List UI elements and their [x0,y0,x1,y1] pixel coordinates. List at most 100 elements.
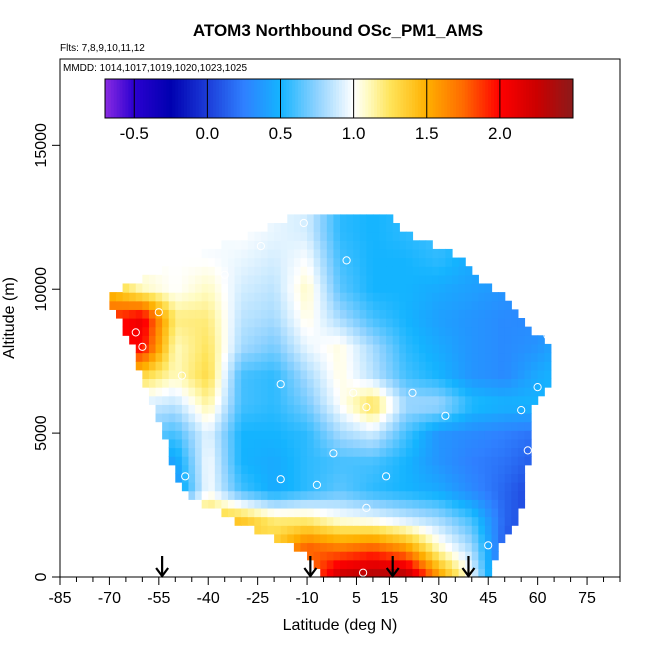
colorbar-segment [546,79,551,118]
heatmap-cell [465,447,473,457]
heatmap-cell [537,378,545,388]
colorbar-segment [505,79,510,118]
heatmap-cell [405,369,414,380]
heatmap-cell [175,473,183,483]
heatmap-cell [359,292,367,302]
colorbar-segment [292,79,296,118]
heatmap-cell [517,318,526,328]
heatmap-cell [445,335,453,345]
heatmap-cell [346,248,354,259]
heatmap-cell [280,231,288,241]
heatmap-cell [366,482,374,492]
heatmap-cell [412,326,420,336]
heatmap-cell [228,464,236,474]
heatmap-cell [333,248,341,259]
heatmap-cell [537,361,545,371]
heatmap-cell [135,318,143,328]
heatmap-cell [366,490,374,500]
heatmap-cell [432,525,440,535]
sample-point [550,434,559,443]
heatmap-cell [214,438,223,449]
heatmap-cell [267,430,275,440]
heatmap-cell [412,309,420,319]
heatmap-cell [471,447,479,457]
heatmap-cell [379,568,387,578]
heatmap-cell [333,533,341,544]
heatmap-cell [221,309,229,319]
heatmap-cell [346,542,354,552]
heatmap-cell [452,412,460,423]
heatmap-cell [313,551,321,561]
heatmap-cell [307,223,315,233]
colorbar-segment [549,79,554,118]
heatmap-cell [162,352,170,362]
heatmap-cell [254,335,262,345]
colorbar-segment [131,79,135,118]
heatmap-cell [465,292,473,302]
heatmap-cell [412,274,420,285]
heatmap-cell [326,274,335,285]
heatmap-cell [155,335,163,345]
colorbar-segment [438,79,442,118]
heatmap-cell [228,352,236,362]
heatmap-cell [445,274,453,285]
heatmap-cell [175,361,183,371]
heatmap-cell [155,326,163,336]
heatmap-cell [280,257,288,267]
heatmap-cell [274,516,282,526]
heatmap-cell [287,447,295,457]
heatmap-cell [372,525,381,535]
heatmap-cell [511,309,519,319]
sample-point [167,483,177,492]
heatmap-cell [491,507,499,518]
heatmap-cell [287,300,295,310]
heatmap-cell [346,361,354,371]
heatmap-cell [221,283,229,293]
heatmap-cell [208,326,216,336]
heatmap-cell [300,421,308,431]
heatmap-cell [419,438,427,449]
heatmap-cell [254,525,262,535]
heatmap-cell [405,378,414,388]
heatmap-cell [491,456,499,466]
colorbar-segment [137,79,141,118]
heatmap-cell [392,559,400,569]
heatmap-cell [432,248,440,259]
heatmap-cell [491,447,499,457]
heatmap-cell [458,266,466,276]
heatmap-cell [293,525,302,535]
heatmap-cell [307,231,315,241]
heatmap-cell [340,292,348,302]
heatmap-cell [247,438,255,449]
heatmap-cell [247,240,255,250]
heatmap-cell [313,490,321,500]
heatmap-cell [195,387,203,397]
heatmap-cell [201,395,209,405]
heatmap-cell [517,482,526,492]
heatmap-cell [307,378,315,388]
heatmap-cell [326,309,335,319]
heatmap-cell [432,300,440,310]
heatmap-cell [359,395,367,405]
heatmap-cell [465,456,473,466]
heatmap-cell [267,473,275,483]
heatmap-cell [419,412,427,423]
heatmap-cell [452,335,460,345]
heatmap-cell [162,369,170,380]
heatmap-cell [392,499,400,509]
heatmap-cell [280,283,288,293]
heatmap-cell [372,421,381,431]
heatmap-cell [148,309,157,319]
heatmap-cell [438,326,447,336]
heatmap-cell [353,343,361,354]
heatmap-cell [260,447,269,457]
heatmap-cell [307,326,315,336]
heatmap-cell [267,266,275,276]
heatmap-cell [181,456,190,466]
heatmap-cell [333,378,341,388]
heatmap-cell [188,421,196,431]
heatmap-cell [313,257,321,267]
heatmap-cell [379,482,387,492]
heatmap-cell [438,404,447,414]
